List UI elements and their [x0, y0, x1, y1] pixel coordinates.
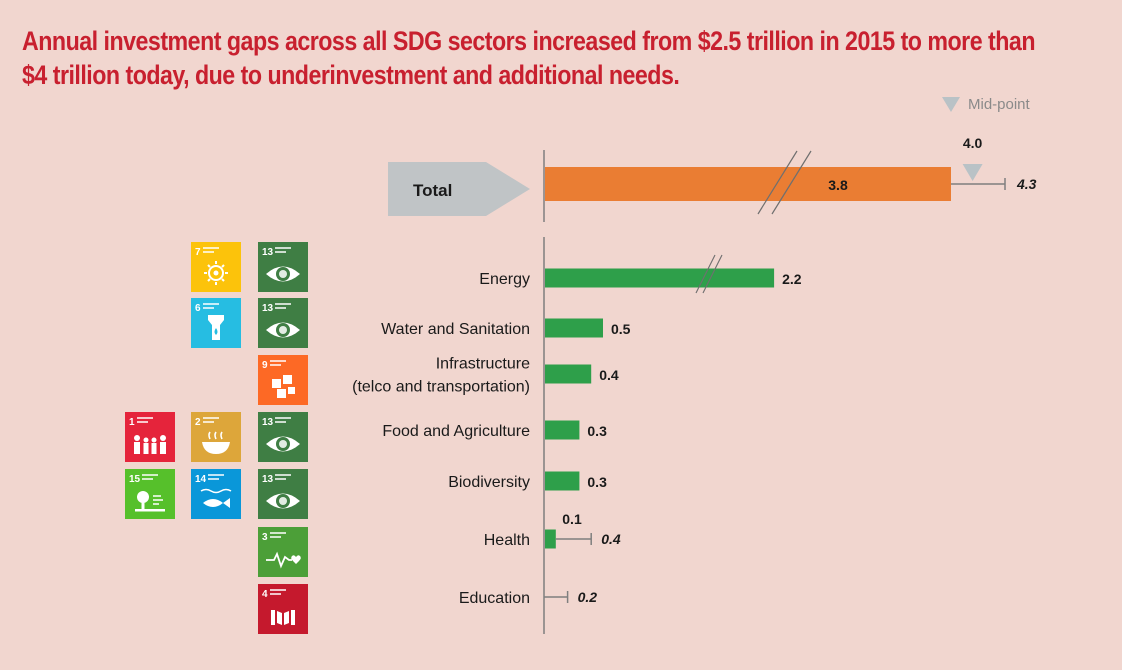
sector-bar-0	[545, 268, 775, 288]
category-label-4: Biodiversity	[448, 474, 530, 491]
eye-globe-icon: 13	[262, 474, 300, 509]
svg-text:2: 2	[195, 417, 201, 428]
sector-value-label-3: 0.3	[587, 423, 607, 439]
sector-value-label-0: 2.2	[782, 271, 802, 287]
sdg-13-eye-globe-icon: 13	[258, 469, 308, 519]
sector-value-label-5: 0.1	[562, 511, 582, 527]
sdg-2-bowl-icon: 2	[191, 412, 241, 462]
sun-icon: 7	[195, 247, 228, 285]
title-line-1: Annual investment gaps across all SDG se…	[22, 26, 1036, 56]
sdg-4-book-icon: 4	[258, 584, 308, 634]
svg-text:13: 13	[262, 247, 274, 258]
fish-icon: 14	[195, 474, 232, 508]
total-label: Total	[413, 181, 452, 200]
svg-text:6: 6	[195, 303, 201, 314]
total-range-high-label: 4.3	[1016, 176, 1037, 192]
category-label-2-line-1: Infrastructure	[436, 356, 530, 373]
svg-text:3: 3	[262, 532, 268, 543]
svg-text:13: 13	[262, 474, 274, 485]
eye-globe-icon: 13	[262, 247, 300, 282]
category-label-5: Health	[484, 532, 530, 549]
chart-title: Annual investment gaps across all SDG se…	[22, 24, 1036, 92]
sdg-15-tree-icon: 15	[125, 469, 175, 519]
sector-bar-4	[545, 471, 580, 491]
total-bar	[545, 167, 951, 201]
svg-text:13: 13	[262, 303, 274, 314]
svg-text:13: 13	[262, 417, 274, 428]
sdg-9-cubes-icon: 9	[258, 355, 308, 405]
book-icon: 4	[262, 589, 295, 625]
title-line-2: $4 trillion today, due to underinvestmen…	[22, 60, 680, 90]
legend-midpoint-marker	[942, 97, 960, 112]
sdg-14-fish-icon: 14	[191, 469, 241, 519]
cubes-icon: 9	[262, 360, 295, 398]
sector-value-label-4: 0.3	[587, 474, 607, 490]
sdg-1-family-icon: 1	[125, 412, 175, 462]
water-drop-icon: 6	[195, 303, 224, 340]
sdg-3-heartbeat-icon: 3	[258, 527, 308, 577]
sector-break-mark-0-2	[702, 254, 723, 294]
sdg-13-eye-globe-icon: 13	[258, 298, 308, 348]
sector-bar-5	[545, 529, 556, 549]
svg-text:7: 7	[195, 247, 201, 258]
tree-icon: 15	[129, 474, 165, 512]
family-icon: 1	[129, 417, 166, 454]
category-label-1: Water and Sanitation	[381, 321, 530, 338]
category-label-2-line-2: (telco and transportation)	[352, 379, 530, 396]
sdg-6-water-drop-icon: 6	[191, 298, 241, 348]
sector-bar-3	[545, 420, 580, 440]
category-label-6: Education	[459, 590, 530, 607]
svg-text:9: 9	[262, 360, 268, 371]
svg-text:1: 1	[129, 417, 135, 428]
heartbeat-icon: 3	[262, 532, 301, 569]
sector-range-high-label-6: 0.2	[578, 589, 598, 605]
total-value-label: 3.8	[828, 177, 848, 193]
total-label-arrow	[388, 162, 530, 216]
legend-midpoint-label: Mid-point	[968, 96, 1031, 113]
sdg-7-sun-icon: 7	[191, 242, 241, 292]
eye-globe-icon: 13	[262, 303, 300, 338]
sector-value-label-2: 0.4	[599, 367, 619, 383]
sector-bar-2	[545, 364, 592, 384]
sector-break-mark-0-1	[695, 254, 716, 294]
sector-bar-1	[545, 318, 603, 338]
sdg-13-eye-globe-icon: 13	[258, 412, 308, 462]
svg-text:4: 4	[262, 589, 268, 600]
category-label-0: Energy	[479, 271, 530, 288]
sector-range-high-label-5: 0.4	[601, 531, 621, 547]
bowl-icon: 2	[195, 417, 230, 454]
svg-text:15: 15	[129, 474, 141, 485]
midpoint-marker	[962, 164, 983, 181]
svg-text:14: 14	[195, 474, 207, 485]
category-label-3: Food and Agriculture	[382, 423, 530, 440]
total-break-mark-1	[757, 150, 798, 215]
midpoint-value-label: 4.0	[963, 135, 983, 151]
total-break-mark-2	[771, 150, 812, 215]
sdg-13-eye-globe-icon: 13	[258, 242, 308, 292]
eye-globe-icon: 13	[262, 417, 300, 452]
sector-value-label-1: 0.5	[611, 321, 631, 337]
